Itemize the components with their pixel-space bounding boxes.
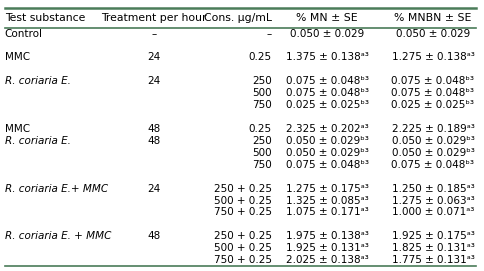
Text: 0.25: 0.25 <box>248 124 271 134</box>
Text: % MNBN ± SE: % MNBN ± SE <box>393 13 471 23</box>
Text: MMC: MMC <box>5 53 30 62</box>
Text: 48: 48 <box>147 136 160 146</box>
Text: 1.825 ± 0.131ᵃ³: 1.825 ± 0.131ᵃ³ <box>391 243 473 253</box>
Text: 1.275 ± 0.063ᵃ³: 1.275 ± 0.063ᵃ³ <box>391 196 473 205</box>
Text: 500: 500 <box>252 148 271 158</box>
Text: 48: 48 <box>147 124 160 134</box>
Text: 0.075 ± 0.048ᵇ³: 0.075 ± 0.048ᵇ³ <box>285 160 368 170</box>
Text: 0.025 ± 0.025ᵇ³: 0.025 ± 0.025ᵇ³ <box>285 100 368 110</box>
Text: 500 + 0.25: 500 + 0.25 <box>213 243 271 253</box>
Text: –: – <box>151 29 156 38</box>
Text: –: – <box>266 29 271 38</box>
Text: 0.050 ± 0.029: 0.050 ± 0.029 <box>289 29 363 38</box>
Text: R. coriaria E.: R. coriaria E. <box>5 136 71 146</box>
Text: R. coriaria E.: R. coriaria E. <box>5 76 71 86</box>
Text: 1.975 ± 0.138ᵃ³: 1.975 ± 0.138ᵃ³ <box>285 231 368 241</box>
Text: 0.050 ± 0.029ᵇ³: 0.050 ± 0.029ᵇ³ <box>285 136 368 146</box>
Text: 1.925 ± 0.131ᵃ³: 1.925 ± 0.131ᵃ³ <box>285 243 368 253</box>
Text: 750: 750 <box>252 100 271 110</box>
Text: 0.050 ± 0.029ᵇ³: 0.050 ± 0.029ᵇ³ <box>391 148 473 158</box>
Text: 750 + 0.25: 750 + 0.25 <box>213 255 271 265</box>
Text: 1.775 ± 0.131ᵃ³: 1.775 ± 0.131ᵃ³ <box>391 255 473 265</box>
Text: 1.925 ± 0.175ᵃ³: 1.925 ± 0.175ᵃ³ <box>391 231 473 241</box>
Text: 48: 48 <box>147 231 160 241</box>
Text: 0.050 ± 0.029ᵇ³: 0.050 ± 0.029ᵇ³ <box>285 148 368 158</box>
Text: 1.275 ± 0.175ᵃ³: 1.275 ± 0.175ᵃ³ <box>285 184 368 193</box>
Text: % MN ± SE: % MN ± SE <box>296 13 357 23</box>
Text: Test substance: Test substance <box>5 13 85 23</box>
Text: 0.075 ± 0.048ᵇ³: 0.075 ± 0.048ᵇ³ <box>285 76 368 86</box>
Text: 0.25: 0.25 <box>248 53 271 62</box>
Text: 0.075 ± 0.048ᵇ³: 0.075 ± 0.048ᵇ³ <box>391 76 473 86</box>
Text: 1.250 ± 0.185ᵃ³: 1.250 ± 0.185ᵃ³ <box>391 184 473 193</box>
Text: 1.075 ± 0.171ᵃ³: 1.075 ± 0.171ᵃ³ <box>285 208 368 217</box>
Text: 24: 24 <box>147 184 160 193</box>
Text: 250: 250 <box>252 136 271 146</box>
Text: 1.275 ± 0.138ᵃ³: 1.275 ± 0.138ᵃ³ <box>391 53 473 62</box>
Text: Control: Control <box>5 29 43 38</box>
Text: 750 + 0.25: 750 + 0.25 <box>213 208 271 217</box>
Text: 2.325 ± 0.202ᵃ³: 2.325 ± 0.202ᵃ³ <box>285 124 368 134</box>
Text: 250 + 0.25: 250 + 0.25 <box>213 231 271 241</box>
Text: 0.075 ± 0.048ᵇ³: 0.075 ± 0.048ᵇ³ <box>285 88 368 98</box>
Text: 0.050 ± 0.029: 0.050 ± 0.029 <box>395 29 469 38</box>
Text: 2.225 ± 0.189ᵃ³: 2.225 ± 0.189ᵃ³ <box>391 124 473 134</box>
Text: Treatment per hour: Treatment per hour <box>101 13 206 23</box>
Text: Cons. μg/mL: Cons. μg/mL <box>203 13 271 23</box>
Text: 24: 24 <box>147 53 160 62</box>
Text: 1.000 ± 0.071ᵃ³: 1.000 ± 0.071ᵃ³ <box>391 208 473 217</box>
Text: 250 + 0.25: 250 + 0.25 <box>213 184 271 193</box>
Text: 24: 24 <box>147 76 160 86</box>
Text: 750: 750 <box>252 160 271 170</box>
Text: 1.375 ± 0.138ᵃ³: 1.375 ± 0.138ᵃ³ <box>285 53 368 62</box>
Text: 0.025 ± 0.025ᵇ³: 0.025 ± 0.025ᵇ³ <box>391 100 473 110</box>
Text: 250: 250 <box>252 76 271 86</box>
Text: 2.025 ± 0.138ᵃ³: 2.025 ± 0.138ᵃ³ <box>285 255 368 265</box>
Text: 0.075 ± 0.048ᵇ³: 0.075 ± 0.048ᵇ³ <box>391 160 473 170</box>
Text: 0.075 ± 0.048ᵇ³: 0.075 ± 0.048ᵇ³ <box>391 88 473 98</box>
Text: 0.050 ± 0.029ᵇ³: 0.050 ± 0.029ᵇ³ <box>391 136 473 146</box>
Text: 500 + 0.25: 500 + 0.25 <box>213 196 271 205</box>
Text: 500: 500 <box>252 88 271 98</box>
Text: 1.325 ± 0.085ᵃ³: 1.325 ± 0.085ᵃ³ <box>285 196 368 205</box>
Text: MMC: MMC <box>5 124 30 134</box>
Text: R. coriaria E. + MMC: R. coriaria E. + MMC <box>5 231 111 241</box>
Text: R. coriaria E.+ MMC: R. coriaria E.+ MMC <box>5 184 108 193</box>
